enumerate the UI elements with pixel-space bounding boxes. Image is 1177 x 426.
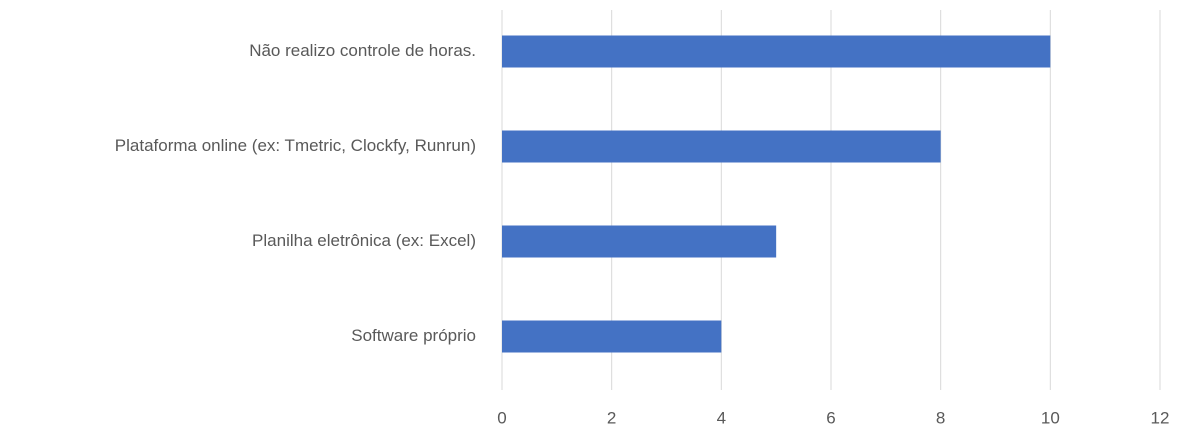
x-tick-label: 4 bbox=[717, 408, 726, 426]
x-tick-label: 8 bbox=[936, 408, 945, 426]
y-tick-label: Planilha eletrônica (ex: Excel) bbox=[252, 231, 476, 250]
bar bbox=[502, 35, 1051, 68]
bar bbox=[502, 225, 777, 258]
x-tick-label: 0 bbox=[497, 408, 506, 426]
bar bbox=[502, 130, 941, 163]
y-tick-label: Plataforma online (ex: Tmetric, Clockfy,… bbox=[115, 136, 476, 155]
x-tick-label: 2 bbox=[607, 408, 616, 426]
y-tick-label: Não realizo controle de horas. bbox=[249, 41, 476, 60]
bar bbox=[502, 320, 722, 353]
x-tick-label: 6 bbox=[826, 408, 835, 426]
y-tick-label: Software próprio bbox=[351, 326, 476, 345]
x-tick-label: 12 bbox=[1151, 408, 1170, 426]
x-tick-label: 10 bbox=[1041, 408, 1060, 426]
